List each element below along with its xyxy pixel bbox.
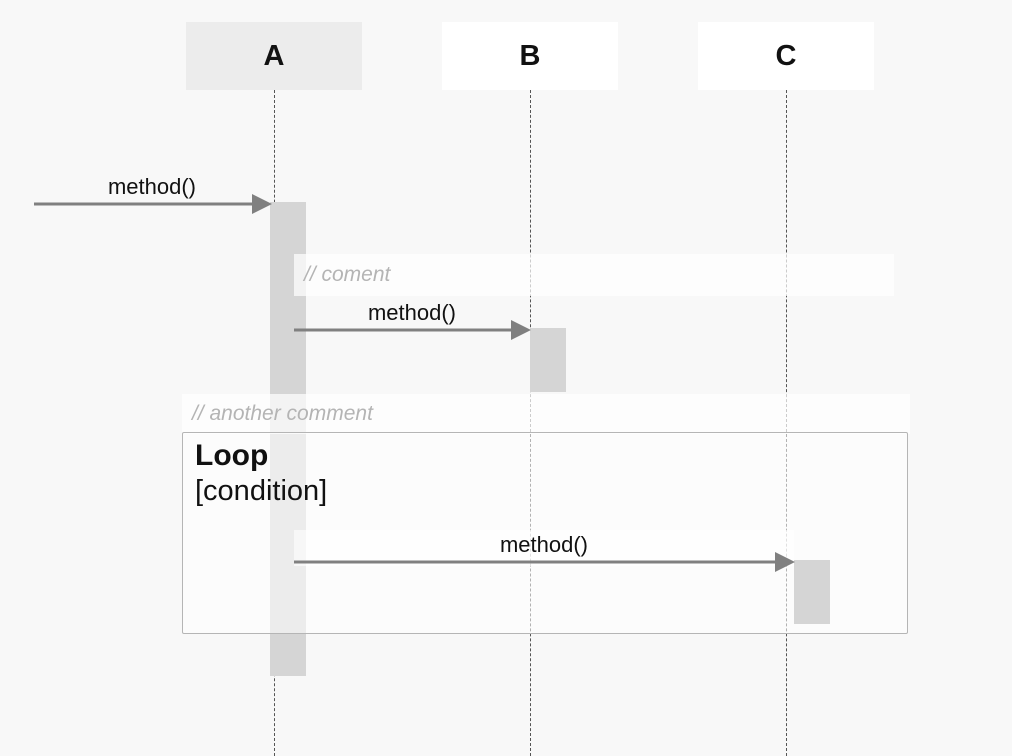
message-3-label[interactable]: method() — [499, 532, 589, 557]
participant-c-label: C — [775, 39, 797, 72]
participant-a-label: A — [263, 39, 285, 72]
activation-b — [530, 328, 566, 392]
message-1-label[interactable]: method() — [107, 174, 197, 199]
fragment-condition: [condition] — [195, 475, 328, 507]
comment-coment[interactable]: // coment — [294, 254, 894, 296]
participant-c[interactable]: C — [698, 22, 874, 90]
comment-text: // coment — [304, 263, 391, 286]
message-highlight — [294, 530, 794, 566]
participant-a[interactable]: A — [186, 22, 362, 90]
participant-b-label: B — [519, 39, 541, 72]
fragment-keyword: Loop — [195, 439, 269, 472]
comment-another[interactable]: // another comment — [182, 394, 910, 434]
message-2-label[interactable]: method() — [367, 300, 457, 325]
comment-text: // another comment — [192, 402, 373, 425]
activation-c — [794, 560, 830, 624]
participant-b[interactable]: B — [442, 22, 618, 90]
